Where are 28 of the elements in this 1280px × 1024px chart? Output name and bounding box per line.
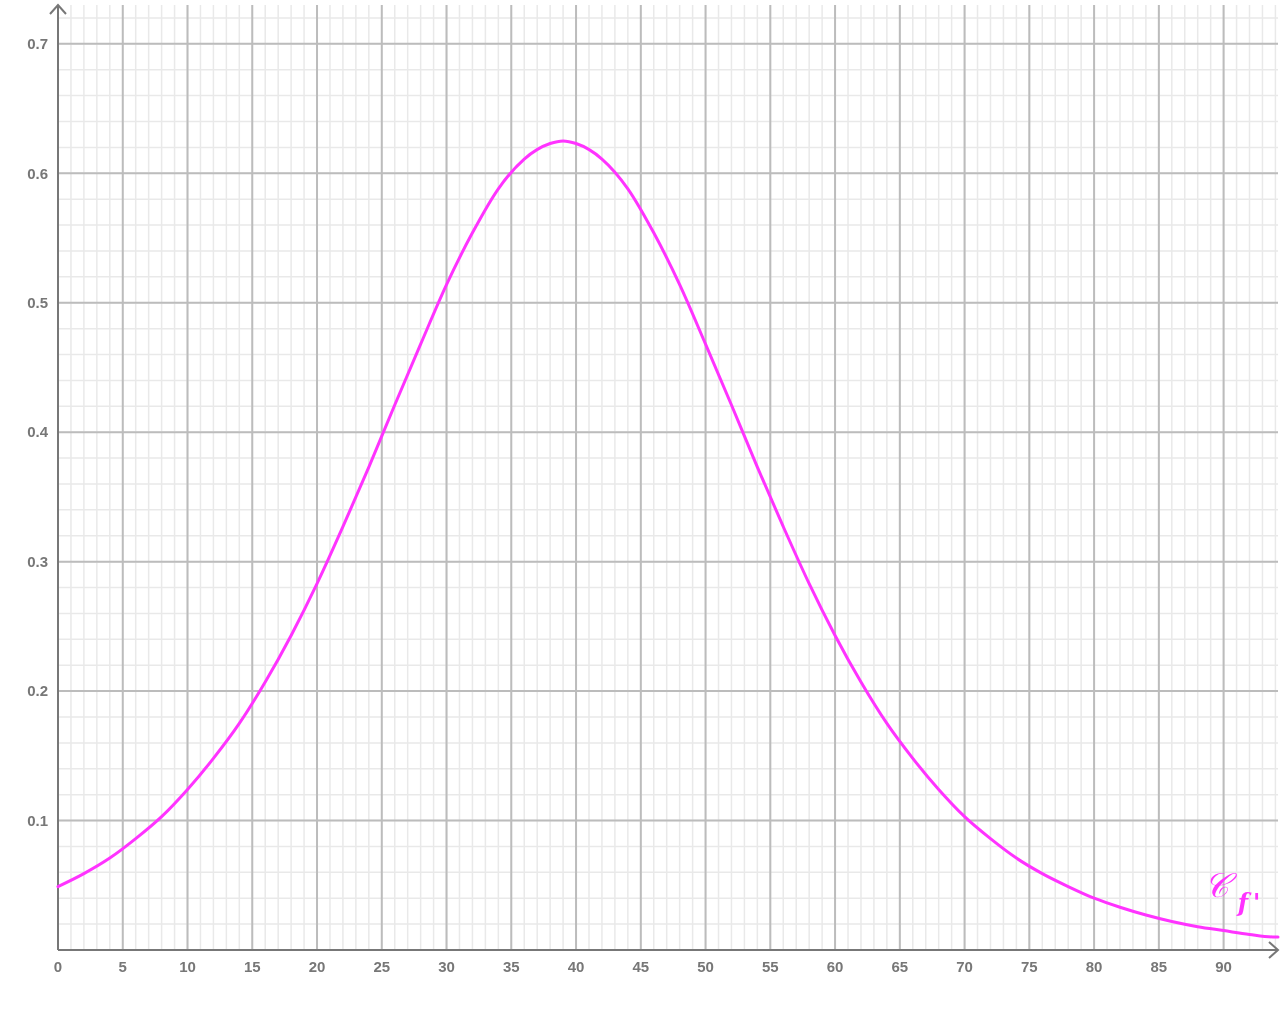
x-tick-label: 50 <box>697 958 714 975</box>
x-tick-label: 60 <box>826 958 844 975</box>
y-tick-label: 0.7 <box>27 35 48 53</box>
x-tick-label: 55 <box>761 958 779 975</box>
x-tick-label: 30 <box>438 958 455 975</box>
x-tick-label: 45 <box>632 958 650 975</box>
x-tick-label: 80 <box>1085 958 1103 975</box>
x-tick-label: 10 <box>179 958 196 975</box>
x-tick-label: 35 <box>502 958 520 975</box>
y-tick-label: 0.6 <box>27 164 48 182</box>
y-tick-label: 0.1 <box>27 811 48 829</box>
series-label: 𝒞$_{f'}$ <box>1203 864 1266 917</box>
x-tick-label: 5 <box>118 958 127 975</box>
line-series <box>56 139 1280 939</box>
x-tick-label: 90 <box>1215 958 1232 975</box>
y-tick-label: 0.4 <box>27 423 49 441</box>
x-tick-label: 40 <box>567 958 585 975</box>
x-tick-label: 85 <box>1150 958 1168 975</box>
y-tick-label: 0.2 <box>27 682 48 700</box>
x-tick-label: 70 <box>956 958 973 975</box>
y-tick-label: 0.5 <box>27 293 48 311</box>
x-tick-label: 15 <box>243 958 261 975</box>
x-tick-label: 75 <box>1020 958 1038 975</box>
x-tick-label: 0 <box>53 958 63 975</box>
x-tick-label: 25 <box>373 958 391 975</box>
y-tick-label: 0.3 <box>27 552 48 570</box>
x-tick-label: 20 <box>308 958 326 975</box>
x-tick-label: 65 <box>891 958 909 975</box>
